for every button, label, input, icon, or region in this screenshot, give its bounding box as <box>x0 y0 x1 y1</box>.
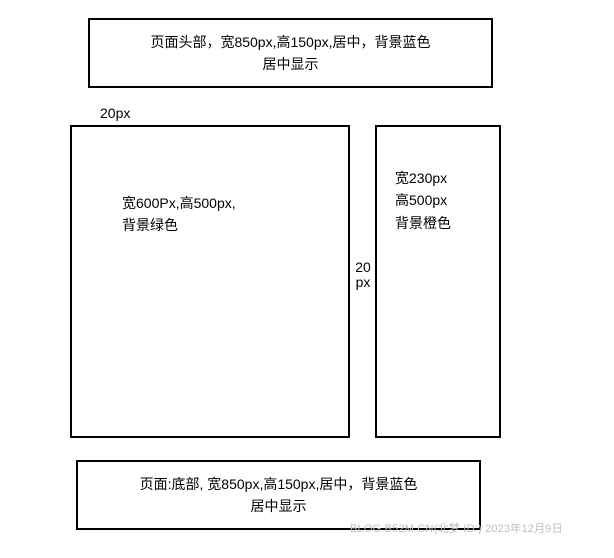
header-box: 页面头部，宽850px,高150px,居中，背景蓝色 居中显示 <box>88 18 493 88</box>
gap-label-top: 20px <box>100 105 130 121</box>
header-line1: 页面头部，宽850px,高150px,居中，背景蓝色 <box>150 31 430 53</box>
gap-mid-2: px <box>354 275 372 290</box>
gap-mid-1: 20 <box>354 260 372 275</box>
main-left-box: 宽600Px,高500px, 背景绿色 <box>70 125 350 438</box>
header-line2: 居中显示 <box>263 53 319 75</box>
main-left-line1: 宽600Px,高500px, <box>122 192 236 214</box>
footer-line1: 页面:底部, 宽850px,高150px,居中，背景蓝色 <box>140 473 418 495</box>
gap-label-mid: 20 px <box>354 260 372 291</box>
footer-line2: 居中显示 <box>251 495 307 517</box>
main-left-line2: 背景绿色 <box>122 214 178 236</box>
main-right-line2: 高500px <box>395 189 447 211</box>
watermark-text: BLOG.B52M.CN(北梦 ID:) 2023年12月9日 <box>350 520 563 536</box>
main-right-line3: 背景橙色 <box>395 212 451 234</box>
main-right-line1: 宽230px <box>395 167 447 189</box>
main-right-box: 宽230px 高500px 背景橙色 <box>375 125 501 438</box>
